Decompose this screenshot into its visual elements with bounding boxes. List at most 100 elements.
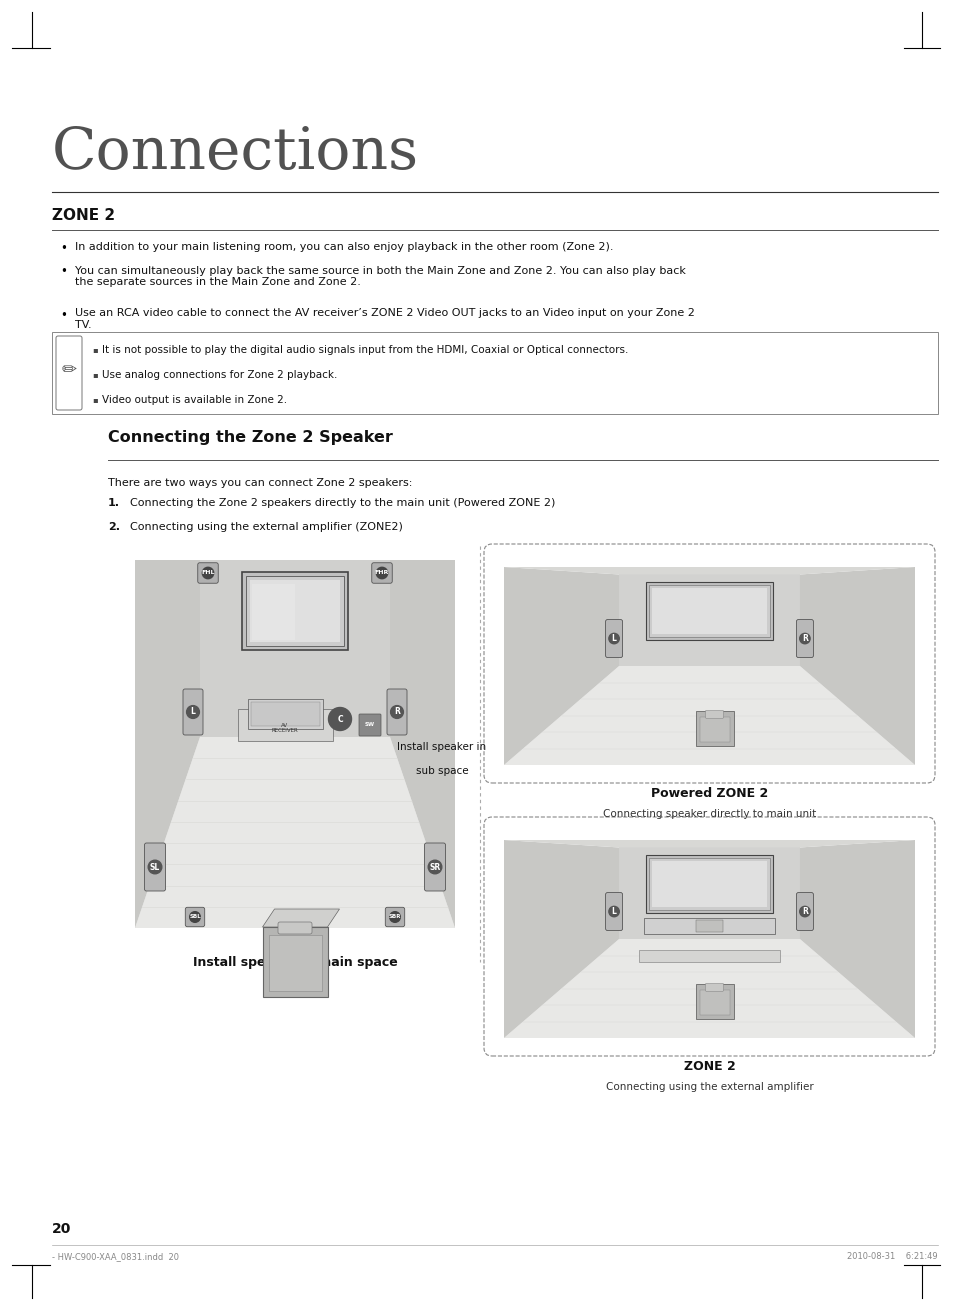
Text: 1.: 1. — [108, 499, 120, 508]
Bar — [699, 991, 729, 1014]
FancyBboxPatch shape — [387, 689, 407, 735]
Polygon shape — [503, 567, 914, 575]
FancyBboxPatch shape — [277, 922, 312, 934]
Text: ▪: ▪ — [91, 345, 97, 354]
Bar — [52, 332, 937, 415]
Text: Connecting using the external amplifier: Connecting using the external amplifier — [605, 1082, 813, 1092]
Bar — [695, 984, 733, 1018]
Circle shape — [799, 907, 809, 917]
Text: Connecting speaker directly to main unit: Connecting speaker directly to main unit — [602, 810, 815, 819]
Text: R: R — [394, 707, 399, 716]
Text: FHR: FHR — [375, 571, 389, 576]
Text: L: L — [611, 634, 616, 643]
FancyBboxPatch shape — [705, 710, 722, 718]
Text: 2.: 2. — [108, 522, 120, 531]
Text: You can simultaneously play back the same source in both the Main Zone and Zone : You can simultaneously play back the sam… — [75, 265, 685, 287]
Text: FHL: FHL — [201, 571, 214, 576]
Polygon shape — [799, 567, 914, 765]
Bar — [699, 718, 729, 741]
Text: SR: SR — [429, 862, 440, 871]
Circle shape — [608, 634, 618, 644]
FancyBboxPatch shape — [424, 844, 445, 891]
Bar — [643, 918, 774, 934]
Polygon shape — [390, 560, 455, 928]
Circle shape — [390, 706, 403, 719]
Text: ZONE 2: ZONE 2 — [683, 1060, 735, 1073]
FancyBboxPatch shape — [144, 844, 165, 891]
Circle shape — [608, 907, 618, 917]
Polygon shape — [799, 840, 914, 1038]
Text: - HW-C900-XAA_0831.indd  20: - HW-C900-XAA_0831.indd 20 — [52, 1252, 179, 1261]
Text: Powered ZONE 2: Powered ZONE 2 — [650, 787, 767, 800]
Bar — [639, 950, 779, 962]
Bar — [645, 855, 772, 913]
Bar — [649, 858, 769, 911]
Bar — [246, 576, 344, 646]
Text: sub space: sub space — [416, 766, 468, 775]
Text: L: L — [611, 907, 616, 916]
Text: It is not possible to play the digital audio signals input from the HDMI, Coaxia: It is not possible to play the digital a… — [102, 345, 628, 356]
Text: Connections: Connections — [52, 125, 418, 181]
Polygon shape — [503, 939, 914, 1038]
Text: R: R — [801, 907, 807, 916]
FancyBboxPatch shape — [605, 619, 622, 657]
Text: SBL: SBL — [189, 914, 201, 920]
Polygon shape — [135, 560, 200, 928]
Polygon shape — [618, 848, 799, 939]
Bar — [695, 711, 733, 745]
Text: L: L — [191, 707, 195, 716]
Polygon shape — [503, 567, 618, 765]
Text: Install speaker in: Install speaker in — [397, 743, 486, 752]
Text: Use analog connections for Zone 2 playback.: Use analog connections for Zone 2 playba… — [102, 370, 337, 380]
Bar — [696, 920, 721, 933]
Text: Use an RCA video cable to connect the AV receiver’s ZONE 2 Video OUT jacks to an: Use an RCA video cable to connect the AV… — [75, 308, 694, 331]
Text: AV
RECEIVER: AV RECEIVER — [272, 723, 298, 733]
Polygon shape — [135, 737, 455, 928]
Circle shape — [328, 707, 351, 731]
FancyBboxPatch shape — [56, 336, 82, 409]
Circle shape — [148, 861, 162, 874]
Text: R: R — [801, 634, 807, 643]
Text: ▪: ▪ — [91, 395, 97, 404]
Text: SL: SL — [150, 862, 160, 871]
Polygon shape — [200, 560, 390, 737]
FancyBboxPatch shape — [483, 544, 934, 783]
Text: ZONE 2: ZONE 2 — [52, 209, 115, 223]
Text: •: • — [60, 241, 67, 255]
FancyBboxPatch shape — [183, 689, 203, 735]
Text: SW: SW — [365, 723, 375, 727]
Bar — [242, 572, 348, 649]
FancyBboxPatch shape — [358, 714, 380, 736]
Text: ▪: ▪ — [91, 370, 97, 379]
FancyBboxPatch shape — [796, 619, 813, 657]
Text: ✏: ✏ — [61, 361, 76, 379]
Circle shape — [375, 567, 387, 579]
Circle shape — [389, 912, 400, 922]
FancyBboxPatch shape — [197, 563, 218, 584]
Bar — [251, 702, 319, 726]
Text: C: C — [336, 715, 342, 723]
FancyBboxPatch shape — [705, 983, 722, 992]
Text: •: • — [60, 265, 67, 278]
Text: •: • — [60, 308, 67, 321]
Circle shape — [190, 912, 200, 922]
Text: SBR: SBR — [388, 914, 401, 920]
Text: Install speaker in main space: Install speaker in main space — [193, 956, 397, 970]
Bar — [652, 861, 766, 908]
Circle shape — [799, 634, 809, 644]
Bar — [645, 581, 772, 640]
Text: 20: 20 — [52, 1221, 71, 1236]
FancyBboxPatch shape — [483, 817, 934, 1056]
Circle shape — [428, 861, 441, 874]
Circle shape — [202, 567, 213, 579]
FancyBboxPatch shape — [372, 563, 392, 584]
Bar — [268, 935, 321, 991]
Bar — [250, 580, 339, 642]
Text: Connecting the Zone 2 Speaker: Connecting the Zone 2 Speaker — [108, 430, 393, 445]
FancyBboxPatch shape — [605, 892, 622, 930]
Bar — [252, 584, 294, 640]
FancyBboxPatch shape — [185, 908, 205, 926]
Text: Connecting the Zone 2 speakers directly to the main unit (Powered ZONE 2): Connecting the Zone 2 speakers directly … — [130, 499, 555, 508]
Polygon shape — [503, 840, 914, 848]
FancyBboxPatch shape — [796, 892, 813, 930]
